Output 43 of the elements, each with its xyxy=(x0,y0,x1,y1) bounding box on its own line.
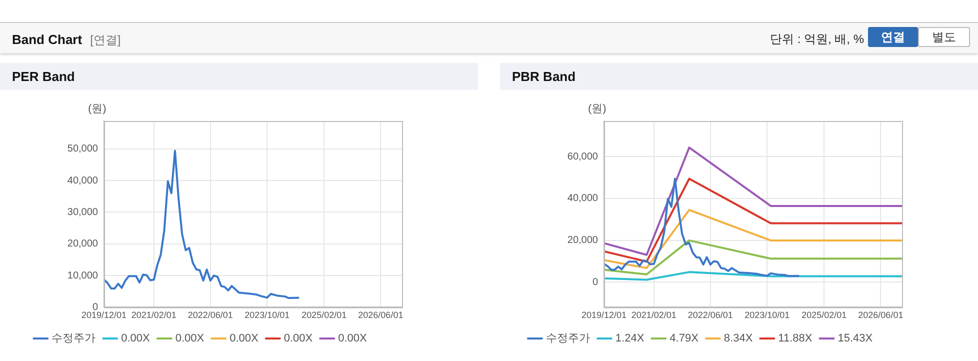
x-tick-label: 2019/12/01 xyxy=(581,310,627,320)
legend-label: 1.24X xyxy=(615,332,645,345)
x-tick-label: 2025/02/01 xyxy=(802,310,847,320)
x-tick-label: 2026/06/01 xyxy=(858,310,904,320)
y-tick-label: 30,000 xyxy=(67,206,98,218)
legend-label: 0.00X xyxy=(230,332,260,345)
x-tick-label: 2021/02/01 xyxy=(131,310,176,320)
legend-label: 0.00X xyxy=(338,332,368,345)
x-tick-label: 2026/06/01 xyxy=(358,310,404,320)
y-tick-label: 10,000 xyxy=(67,270,98,282)
text: [연결] xyxy=(90,33,121,47)
legend-label: 15.43X xyxy=(838,332,874,345)
legend-label: 수정주가 xyxy=(546,332,590,345)
legend-label: 0.00X xyxy=(284,332,314,345)
legend-label: 0.00X xyxy=(175,332,205,345)
x-tick-label: 2022/06/01 xyxy=(688,310,733,320)
x-tick-label: 2019/12/01 xyxy=(81,310,127,320)
y-tick-label: 50,000 xyxy=(67,144,98,155)
x-tick-label: 2023/10/01 xyxy=(244,310,290,320)
text: Band Chart xyxy=(12,32,82,47)
text: 단위 : 억원, 배, % xyxy=(770,31,864,48)
y-axis-title: (원) xyxy=(88,103,106,116)
chart-title: PER Band xyxy=(0,63,478,90)
text: 연결 xyxy=(868,27,918,47)
y-tick-label: 60,000 xyxy=(567,151,598,162)
legend-label: 4.79X xyxy=(670,332,700,345)
y-axis-title: (원) xyxy=(588,103,606,116)
x-tick-label: 2022/06/01 xyxy=(188,310,233,320)
y-tick-label: 40,000 xyxy=(567,193,598,204)
y-tick-label: 0 xyxy=(92,302,98,313)
chart-title: PBR Band xyxy=(500,63,978,90)
legend-label: 11.88X xyxy=(778,332,813,345)
y-tick-label: 0 xyxy=(592,276,598,288)
x-tick-label: 2025/02/01 xyxy=(302,310,347,320)
y-tick-label: 20,000 xyxy=(67,238,98,250)
legend-label: 0.00X xyxy=(121,332,151,345)
x-tick-label: 2023/10/01 xyxy=(744,310,790,320)
y-tick-label: 40,000 xyxy=(67,175,98,186)
legend-label: 8.34X xyxy=(724,332,754,345)
y-tick-label: 20,000 xyxy=(567,235,598,246)
legend-label: 수정주가 xyxy=(52,332,96,345)
text: 별도 xyxy=(918,27,970,47)
x-tick-label: 2021/02/01 xyxy=(631,310,676,320)
